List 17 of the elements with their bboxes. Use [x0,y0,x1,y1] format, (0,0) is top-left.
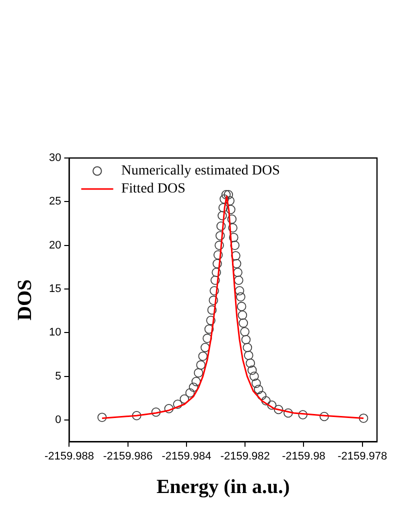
x-tick-label: -2159.978 [338,450,388,462]
y-tick-label: 20 [48,239,62,252]
y-axis-title: DOS [14,279,36,320]
x-tick-label: -2159.984 [162,450,212,462]
x-tick-label: -2159.988 [44,450,94,462]
y-tick-label: 10 [48,326,62,339]
legend-label: Numerically estimated DOS [121,164,280,179]
y-tick-label: 15 [48,283,62,296]
legend-label: Fitted DOS [121,182,186,197]
y-tick-label: 25 [48,196,62,208]
y-tick-label: 5 [55,370,62,382]
x-tick-label: -2159.982 [220,450,270,462]
x-tick-label: -2159.986 [103,450,153,462]
x-tick-label: -2159.98 [282,450,326,462]
y-tick-label: 30 [48,152,62,164]
y-tick-label: 0 [55,414,62,426]
x-axis-title: Energy (in a.u.) [156,476,290,498]
